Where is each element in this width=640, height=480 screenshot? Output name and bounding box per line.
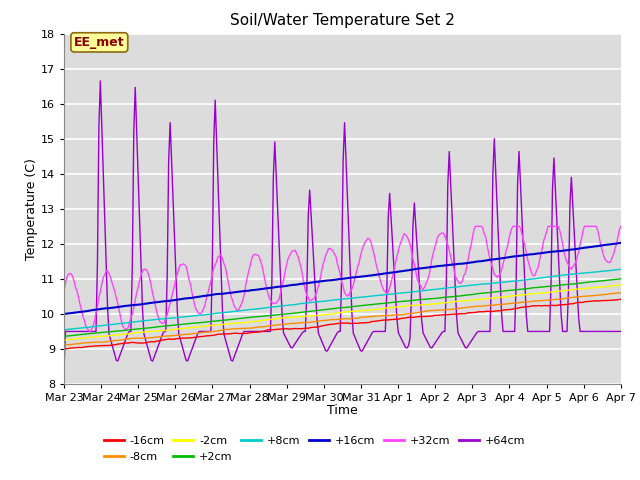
-16cm <box>457 311 465 317</box>
+8cm <box>457 284 465 289</box>
Title: Soil/Water Temperature Set 2: Soil/Water Temperature Set 2 <box>230 13 455 28</box>
+2cm <box>97 330 104 336</box>
-8cm <box>617 290 625 296</box>
+16cm <box>60 311 68 317</box>
+16cm <box>79 309 87 314</box>
+64cm <box>97 78 104 84</box>
-8cm <box>540 298 548 303</box>
+64cm <box>614 328 621 334</box>
-2cm <box>457 298 465 304</box>
-16cm <box>79 345 87 350</box>
+8cm <box>612 267 620 273</box>
+2cm <box>617 276 625 282</box>
+2cm <box>79 332 87 337</box>
+32cm <box>86 329 94 335</box>
+64cm <box>348 310 356 315</box>
+8cm <box>97 323 104 329</box>
+16cm <box>612 240 620 246</box>
+64cm <box>98 123 106 129</box>
+32cm <box>348 286 356 292</box>
+2cm <box>60 334 68 339</box>
-16cm <box>617 296 625 302</box>
-2cm <box>612 283 620 288</box>
X-axis label: Time: Time <box>327 405 358 418</box>
+2cm <box>612 276 620 282</box>
Line: +2cm: +2cm <box>64 279 621 336</box>
+16cm <box>540 250 548 256</box>
-8cm <box>346 316 354 322</box>
+32cm <box>543 228 550 234</box>
-2cm <box>540 290 548 296</box>
+32cm <box>458 278 466 284</box>
Line: +8cm: +8cm <box>64 269 621 330</box>
+8cm <box>346 295 354 301</box>
Line: -16cm: -16cm <box>64 299 621 349</box>
-2cm <box>79 335 87 341</box>
+16cm <box>457 261 465 266</box>
-8cm <box>60 342 68 348</box>
+32cm <box>617 223 625 229</box>
Line: +32cm: +32cm <box>64 226 621 332</box>
+32cm <box>616 227 623 233</box>
+64cm <box>79 328 87 334</box>
+8cm <box>79 325 87 331</box>
+64cm <box>541 328 549 334</box>
-2cm <box>617 282 625 288</box>
Line: +64cm: +64cm <box>64 81 621 370</box>
-16cm <box>346 321 354 326</box>
+32cm <box>79 313 87 319</box>
+16cm <box>346 275 354 281</box>
-16cm <box>60 346 68 352</box>
+32cm <box>60 288 68 294</box>
Text: EE_met: EE_met <box>74 36 125 49</box>
+8cm <box>617 266 625 272</box>
+8cm <box>60 327 68 333</box>
-2cm <box>97 334 104 339</box>
+64cm <box>617 328 625 334</box>
-2cm <box>346 309 354 314</box>
+16cm <box>617 240 625 246</box>
-2cm <box>60 337 68 343</box>
Legend: -16cm, -8cm, -2cm, +2cm, +8cm, +16cm, +32cm, +64cm: -16cm, -8cm, -2cm, +2cm, +8cm, +16cm, +3… <box>100 432 529 466</box>
-8cm <box>612 290 620 296</box>
+8cm <box>540 275 548 280</box>
Line: +16cm: +16cm <box>64 243 621 314</box>
+32cm <box>472 223 479 229</box>
+64cm <box>458 339 466 345</box>
-8cm <box>457 305 465 311</box>
-16cm <box>540 303 548 309</box>
+2cm <box>457 293 465 299</box>
+32cm <box>98 282 106 288</box>
+2cm <box>540 284 548 289</box>
Y-axis label: Temperature (C): Temperature (C) <box>25 158 38 260</box>
+16cm <box>97 306 104 312</box>
-16cm <box>612 297 620 303</box>
+64cm <box>60 367 68 373</box>
Line: -2cm: -2cm <box>64 285 621 340</box>
Line: -8cm: -8cm <box>64 293 621 345</box>
+2cm <box>346 304 354 310</box>
-8cm <box>97 339 104 345</box>
-16cm <box>97 343 104 348</box>
-8cm <box>79 340 87 346</box>
